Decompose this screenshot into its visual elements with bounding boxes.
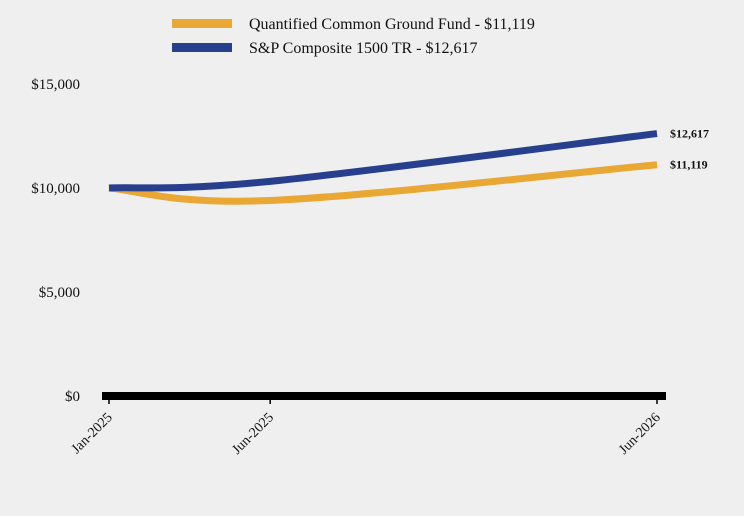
series-layer: [108, 130, 658, 205]
end-value-label-1: $11,119: [670, 158, 708, 172]
y-tick-label: $0: [65, 389, 80, 405]
legend: Quantified Common Ground Fund - $11,119 S…: [172, 16, 535, 57]
x-axis: Jan-2025 Jun-2025 Jun-2026: [69, 392, 666, 458]
legend-swatch-1: [172, 19, 232, 28]
y-axis: $0 $5,000 $10,000 $15,000: [31, 77, 80, 405]
x-tick-label: Jun-2025: [230, 410, 277, 457]
end-value-label-2: $12,617: [670, 127, 709, 141]
legend-swatch-2: [172, 43, 232, 52]
end-labels: $11,119 $12,617: [670, 127, 709, 172]
legend-label-2: S&P Composite 1500 TR - $12,617: [249, 40, 477, 57]
series-line-2: [108, 130, 658, 192]
x-tick-label: Jan-2025: [69, 410, 116, 457]
y-tick-label: $10,000: [31, 181, 80, 197]
y-tick-label: $15,000: [31, 77, 80, 93]
x-axis-line: [102, 392, 666, 400]
legend-label-1: Quantified Common Ground Fund - $11,119: [249, 16, 535, 33]
series-line-1: [108, 161, 658, 205]
y-tick-label: $5,000: [39, 285, 80, 301]
x-tick-label: Jun-2026: [616, 410, 663, 457]
